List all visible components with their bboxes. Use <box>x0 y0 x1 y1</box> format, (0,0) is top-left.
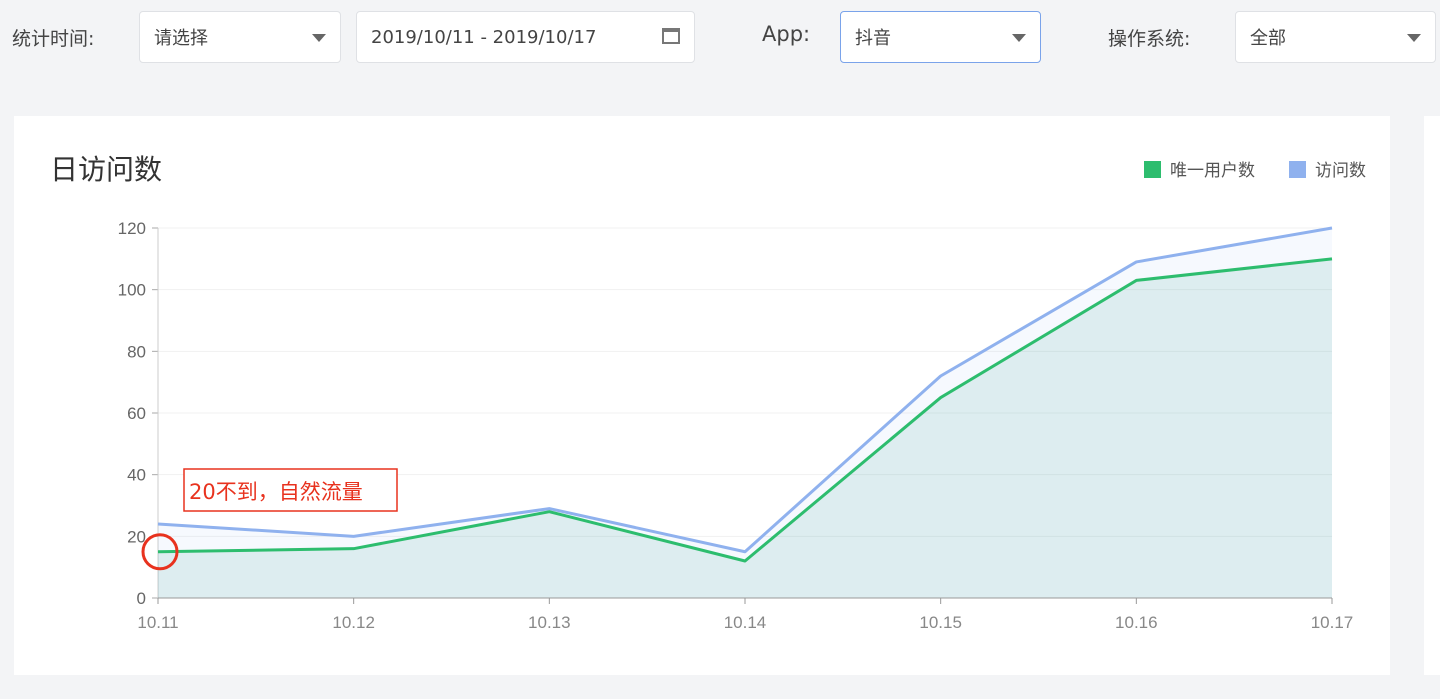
x-tick-label: 10.14 <box>724 613 767 632</box>
annotation-text: 20不到，自然流量 <box>189 480 363 504</box>
os-label: 操作系统: <box>1108 28 1191 50</box>
date-range-value: 2019/10/11 - 2019/10/17 <box>371 26 597 48</box>
annotation-circle <box>141 533 179 571</box>
y-tick-label: 100 <box>118 281 146 300</box>
x-tick-label: 10.11 <box>137 613 178 632</box>
chevron-down-icon <box>312 34 326 42</box>
annotation-box <box>183 468 398 512</box>
legend: 唯一用户数 访问数 <box>1144 156 1366 181</box>
x-tick-label: 10.15 <box>919 613 962 632</box>
legend-item[interactable]: 访问数 <box>1289 156 1366 181</box>
x-tick-label: 10.17 <box>1311 613 1354 632</box>
legend-label: 访问数 <box>1315 161 1366 181</box>
legend-swatch <box>1144 161 1161 178</box>
chevron-down-icon <box>1407 34 1421 42</box>
app-select[interactable]: 抖音 <box>840 11 1041 63</box>
series-area <box>158 258 1332 598</box>
y-tick-label: 0 <box>137 589 146 608</box>
legend-label: 唯一用户数 <box>1170 161 1255 181</box>
legend-item[interactable]: 唯一用户数 <box>1144 156 1255 181</box>
time-select-value: 请选择 <box>154 28 208 49</box>
x-tick-label: 10.13 <box>528 613 571 632</box>
os-select[interactable]: 全部 <box>1235 11 1436 63</box>
y-tick-label: 120 <box>118 219 146 238</box>
side-card <box>1424 116 1440 675</box>
chevron-down-icon <box>1012 34 1026 42</box>
app-label: App: <box>762 22 811 46</box>
app-select-value: 抖音 <box>855 28 891 49</box>
x-tick-label: 10.12 <box>332 613 375 632</box>
time-label: 统计时间: <box>12 28 95 50</box>
y-tick-label: 20 <box>127 527 146 546</box>
x-tick-label: 10.16 <box>1115 613 1158 632</box>
legend-swatch <box>1289 161 1306 178</box>
calendar-icon <box>662 28 680 44</box>
time-select[interactable]: 请选择 <box>139 11 341 63</box>
date-range-input[interactable]: 2019/10/11 - 2019/10/17 <box>356 11 695 63</box>
os-select-value: 全部 <box>1250 28 1286 49</box>
y-tick-label: 60 <box>127 404 146 423</box>
chart-card: 日访问数 唯一用户数 访问数 <box>14 116 1390 675</box>
y-tick-label: 80 <box>127 342 146 361</box>
chart-title: 日访问数 <box>50 153 163 186</box>
y-tick-label: 40 <box>127 466 146 485</box>
